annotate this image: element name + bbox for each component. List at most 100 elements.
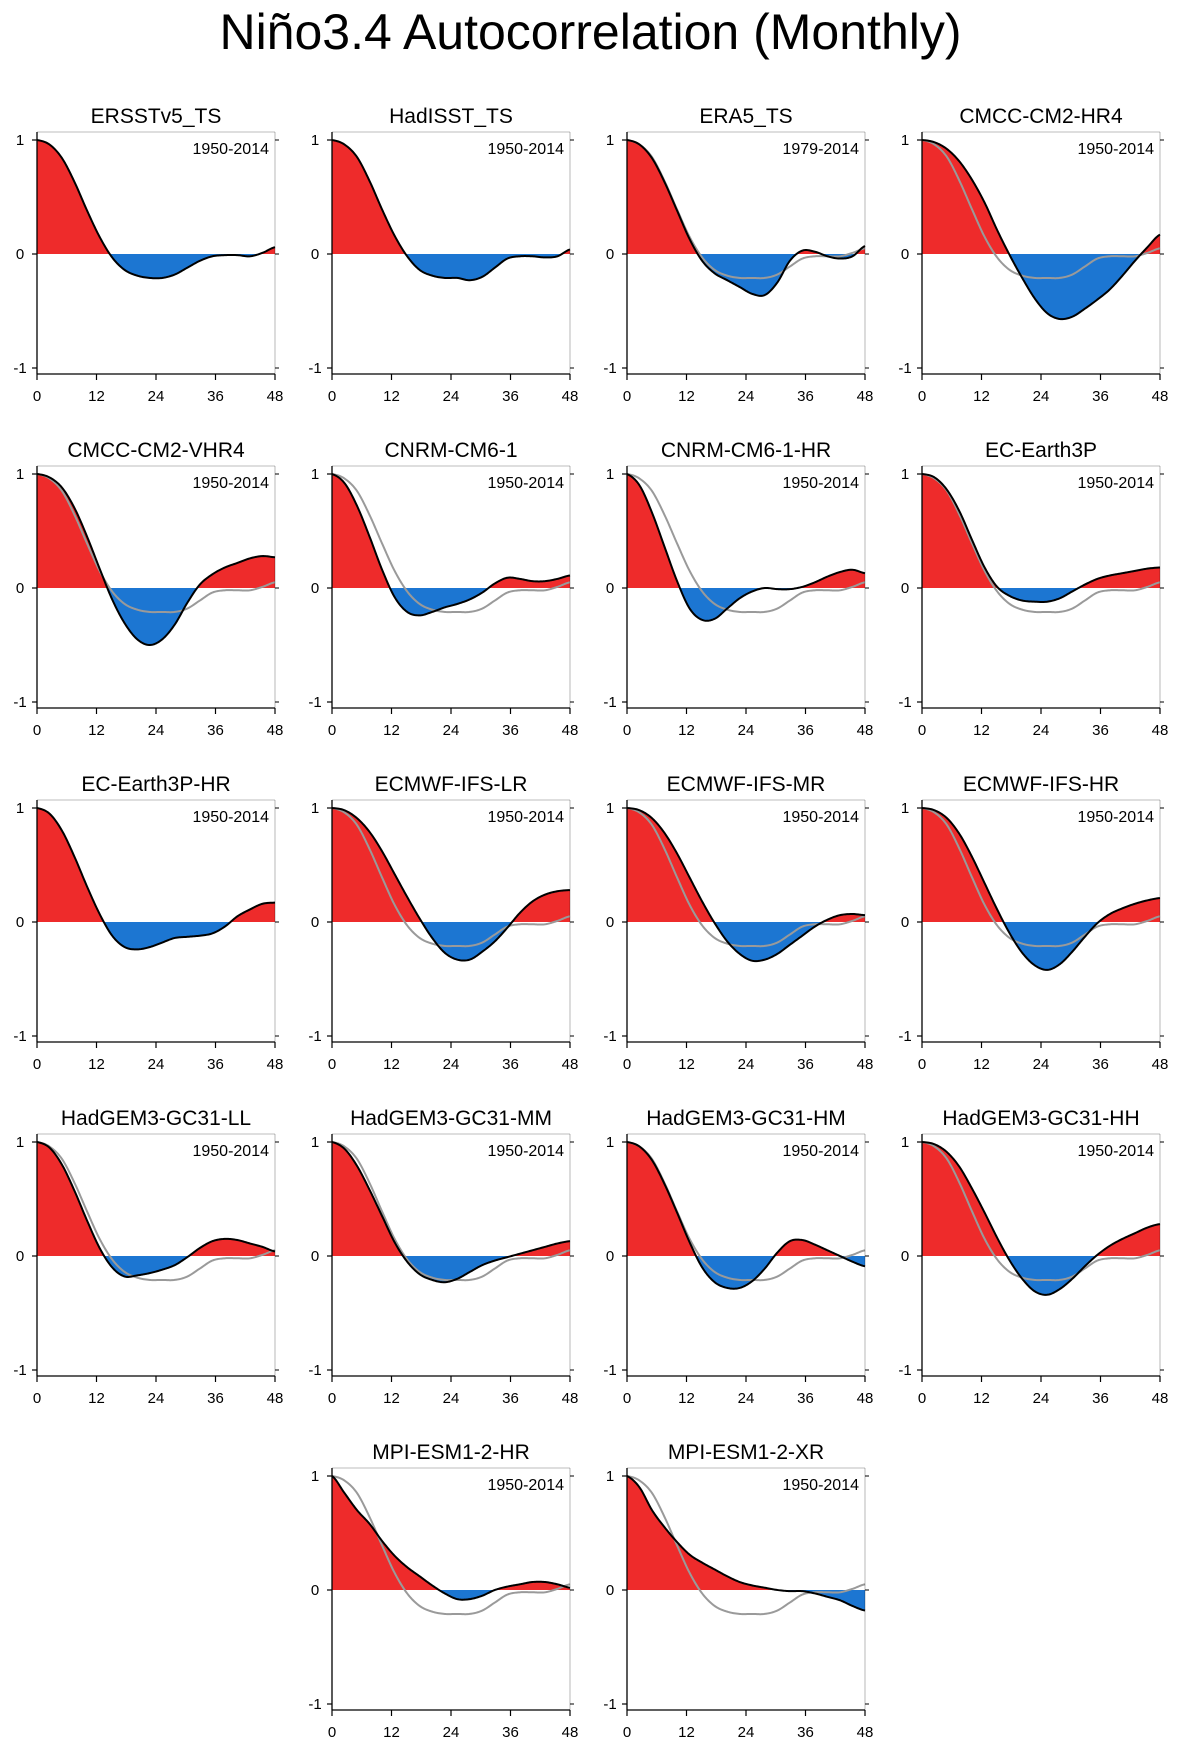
period-label: 1950-2014 [1077,141,1154,158]
autocorrelation-line [36,1141,276,1278]
x-tick-label: 24 [1033,1056,1050,1073]
panel-cmcc-cm2-hr4: CMCC-CM2-HR4 1 0 -1 0 12 24 36 48 1950-2014 [898,105,1168,405]
x-tick-label: 0 [623,1390,631,1407]
panel-title: CNRM-CM6-1 [385,439,518,462]
positive-area [37,808,275,922]
autocorrelation-line [36,139,276,280]
y-tick-label: 0 [606,1582,614,1599]
x-tick-label: 24 [738,1724,755,1741]
y-tick-label: -1 [13,1028,26,1045]
period-label: 1950-2014 [487,1143,564,1160]
reference-line [921,1141,1161,1282]
x-tick-label: 12 [88,722,105,739]
x-tick-label: 48 [1152,1056,1169,1073]
panel-hadgem3-gc31-mm: HadGEM3-GC31-MM 1 0 -1 0 12 24 36 48 1950-2014 [308,1107,578,1407]
y-tick-label: 1 [606,1468,614,1485]
autocorrelation-line [626,139,866,297]
y-tick-label: 1 [16,466,24,483]
positive-area [922,140,1160,254]
y-tick-label: 0 [311,1248,319,1265]
panel-hadisst_ts: HadISST_TS 1 0 -1 0 12 24 36 48 1950-2014 [308,105,578,405]
x-tick-label: 0 [328,1724,336,1741]
period-label: 1979-2014 [782,141,859,158]
panel-title: CNRM-CM6-1-HR [661,439,831,462]
x-tick-label: 12 [973,1056,990,1073]
x-tick-label: 0 [918,1056,926,1073]
autocorrelation-line [626,1141,866,1290]
y-tick-label: 0 [16,914,24,931]
panel-title: MPI-ESM1-2-HR [372,1441,530,1464]
y-tick-label: 1 [311,466,319,483]
reference-line [331,473,571,614]
reference-line [331,807,571,948]
y-tick-label: -1 [13,694,26,711]
period-label: 1950-2014 [192,141,269,158]
x-tick-label: 0 [328,722,336,739]
autocorrelation-line [626,473,866,622]
y-tick-label: -1 [603,1696,616,1713]
x-tick-label: 48 [857,722,874,739]
y-tick-label: 1 [901,1134,909,1151]
x-tick-label: 0 [328,1056,336,1073]
x-tick-label: 36 [207,722,224,739]
y-tick-label: 1 [606,1134,614,1151]
x-tick-label: 24 [738,722,755,739]
x-tick-label: 24 [148,1390,165,1407]
y-tick-label: -1 [603,1362,616,1379]
x-tick-label: 0 [33,1390,41,1407]
x-tick-label: 12 [383,1390,400,1407]
x-tick-label: 36 [1092,1056,1109,1073]
x-tick-label: 0 [918,722,926,739]
y-tick-label: -1 [898,1362,911,1379]
x-tick-label: 24 [443,1724,460,1741]
positive-area [922,474,1160,588]
panel-title: HadISST_TS [389,105,513,128]
x-tick-label: 12 [973,388,990,405]
autocorrelation-line [331,807,571,962]
autocorrelation-line [626,1475,866,1612]
y-tick-label: 1 [16,800,24,817]
period-label: 1950-2014 [782,809,859,826]
page-title: Niño3.4 Autocorrelation (Monthly) [219,4,962,60]
panel-title: ECMWF-IFS-MR [667,773,826,796]
x-tick-label: 36 [797,388,814,405]
negative-area [922,1256,1160,1295]
y-tick-label: -1 [308,1028,321,1045]
panel-cmcc-cm2-vhr4: CMCC-CM2-VHR4 1 0 -1 0 12 24 36 48 1950-2014 [13,439,283,739]
panel-ecmwf-ifs-mr: ECMWF-IFS-MR 1 0 -1 0 12 24 36 48 1950-2014 [603,773,873,1073]
y-tick-label: 0 [901,914,909,931]
y-tick-label: 0 [311,580,319,597]
negative-area [332,588,570,616]
x-tick-label: 12 [973,1390,990,1407]
reference-line [921,139,1161,280]
panel-title: HadGEM3-GC31-HM [646,1107,846,1130]
x-tick-label: 12 [383,388,400,405]
x-tick-label: 48 [857,1056,874,1073]
x-tick-label: 0 [33,1056,41,1073]
x-tick-label: 0 [328,1390,336,1407]
panel-ec-earth3p-hr: EC-Earth3P-HR 1 0 -1 0 12 24 36 48 1950-2014 [13,773,283,1073]
x-tick-label: 36 [502,1056,519,1073]
panel-ersstv5_ts: ERSSTv5_TS 1 0 -1 0 12 24 36 48 1950-2014 [13,105,283,405]
y-tick-label: -1 [603,360,616,377]
positive-area [332,1142,570,1256]
negative-area [922,588,1160,602]
panel-ec-earth3p: EC-Earth3P 1 0 -1 0 12 24 36 48 1950-2014 [898,439,1168,739]
negative-area [627,922,865,962]
x-tick-label: 0 [328,388,336,405]
x-tick-label: 24 [738,1390,755,1407]
y-tick-label: 1 [311,1468,319,1485]
positive-area [627,1476,865,1590]
positive-area [332,140,570,254]
x-tick-label: 24 [738,388,755,405]
period-label: 1950-2014 [192,809,269,826]
y-tick-label: 1 [16,1134,24,1151]
panel-title: CMCC-CM2-HR4 [959,105,1123,128]
panel-title: EC-Earth3P-HR [81,773,230,796]
panel-title: HadGEM3-GC31-LL [61,1107,251,1130]
period-label: 1950-2014 [1077,475,1154,492]
x-tick-label: 48 [562,388,579,405]
x-tick-label: 48 [267,1056,284,1073]
x-tick-label: 12 [678,1056,695,1073]
y-tick-label: 0 [606,580,614,597]
